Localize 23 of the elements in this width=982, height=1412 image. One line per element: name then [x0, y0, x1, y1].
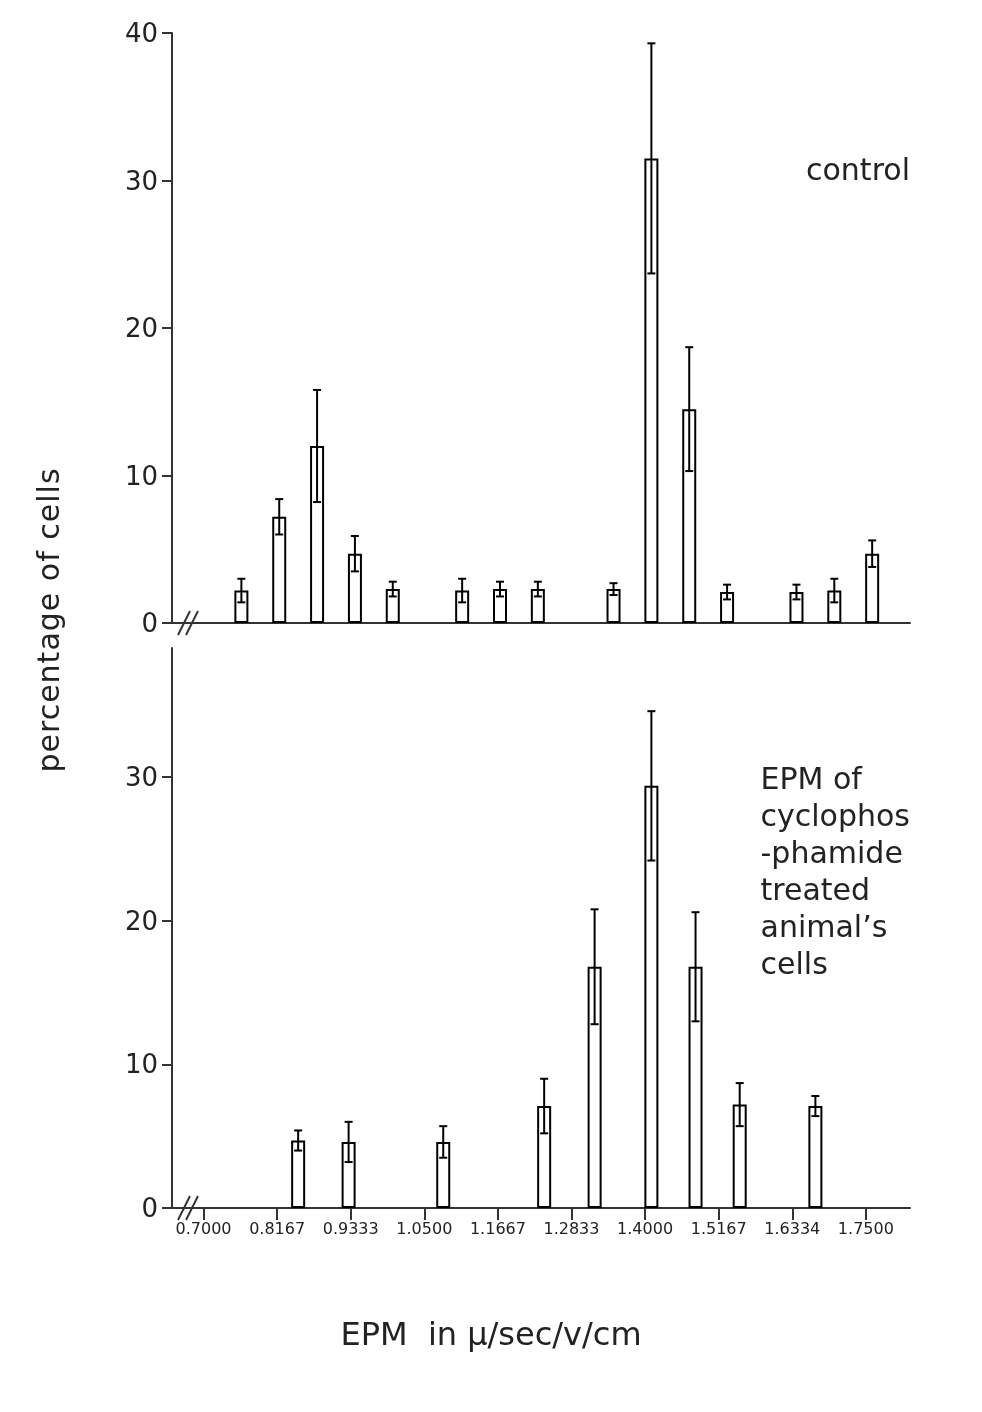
- y-tick-label: 10: [124, 1049, 158, 1080]
- y-tick-label: 30: [124, 762, 158, 793]
- x-tick-label: 0.8167: [249, 1218, 306, 1238]
- x-tick-label: 1.7500: [837, 1218, 894, 1238]
- y-tick-label: 40: [124, 18, 158, 48]
- y-tick-label: 20: [124, 313, 158, 343]
- y-tick-label: 0: [141, 1193, 158, 1223]
- y-tick-label: 0: [141, 608, 158, 638]
- x-tick-label: 1.6334: [764, 1218, 821, 1238]
- x-axis-title: EPM in μ/sec/v/cm: [340, 1315, 642, 1353]
- y-tick-label: 10: [124, 460, 158, 491]
- y-tick-label: 30: [124, 165, 158, 196]
- x-tick-label: 0.9333: [322, 1218, 379, 1238]
- y-axis-title: percentage of cells: [30, 467, 66, 773]
- x-tick-label: 1.2833: [543, 1218, 600, 1238]
- x-tick-label: 1.4000: [617, 1218, 674, 1238]
- x-tick-label: 1.0500: [396, 1218, 453, 1238]
- x-tick-label: 1.1667: [469, 1218, 526, 1238]
- y-tick-label: 20: [124, 905, 158, 936]
- x-tick-label: 1.5167: [690, 1218, 747, 1238]
- x-tick-label: 0.7000: [175, 1218, 232, 1238]
- annotation: EPM of cyclophos -phamide treated animal’s cells: [760, 761, 911, 981]
- annotation: control: [806, 152, 911, 187]
